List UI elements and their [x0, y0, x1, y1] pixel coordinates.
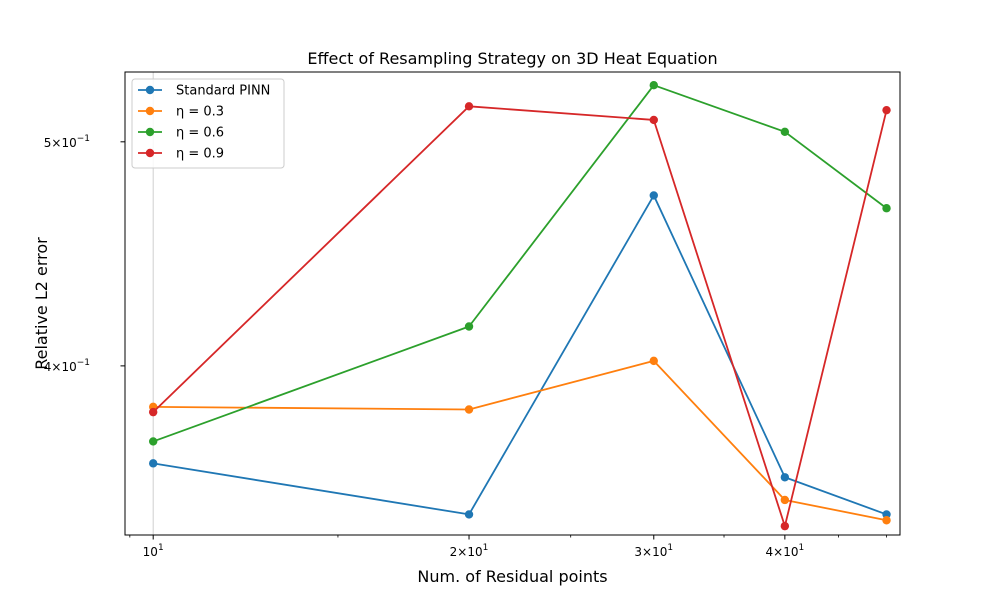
data-point [780, 473, 790, 482]
x-tick-label: 4×101 [766, 543, 805, 559]
plot-frame [124, 71, 901, 536]
legend-label: η = 0.9 [176, 147, 224, 162]
series-layer [148, 81, 891, 531]
data-point [882, 105, 891, 115]
legend: Standard PINN η = 0.3 η = 0.6 η = 0.9 [131, 78, 285, 169]
chart-title: Effect of Resampling Strategy on 3D Heat… [307, 49, 717, 68]
legend-swatch-marker [145, 85, 155, 95]
x-axis-label: Num. of Residual points [417, 567, 607, 586]
data-point [649, 115, 658, 125]
data-point [882, 516, 891, 525]
data-point [464, 322, 474, 331]
data-point [780, 495, 790, 505]
data-point [148, 407, 158, 417]
legend-label: η = 0.3 [176, 105, 224, 120]
data-point [649, 81, 658, 90]
data-point [780, 127, 790, 137]
data-point [464, 510, 474, 519]
data-point [882, 204, 891, 213]
legend-box [131, 78, 285, 169]
data-point [649, 191, 658, 200]
data-point [148, 437, 158, 446]
x-tick-label: 2×101 [450, 543, 489, 559]
y-axis-label: Relative L2 error [32, 237, 51, 370]
data-point [148, 459, 158, 468]
legend-swatch-marker [145, 106, 155, 116]
legend-label: η = 0.6 [176, 126, 224, 141]
data-point [649, 356, 658, 366]
legend-swatch-marker [145, 127, 155, 137]
data-point [464, 102, 474, 111]
legend-label: Standard PINN [176, 84, 270, 99]
data-point [780, 521, 790, 531]
data-point [882, 510, 891, 519]
legend-swatch-marker [145, 148, 155, 158]
x-tick-label: 3×101 [634, 543, 673, 559]
data-point [464, 405, 474, 414]
